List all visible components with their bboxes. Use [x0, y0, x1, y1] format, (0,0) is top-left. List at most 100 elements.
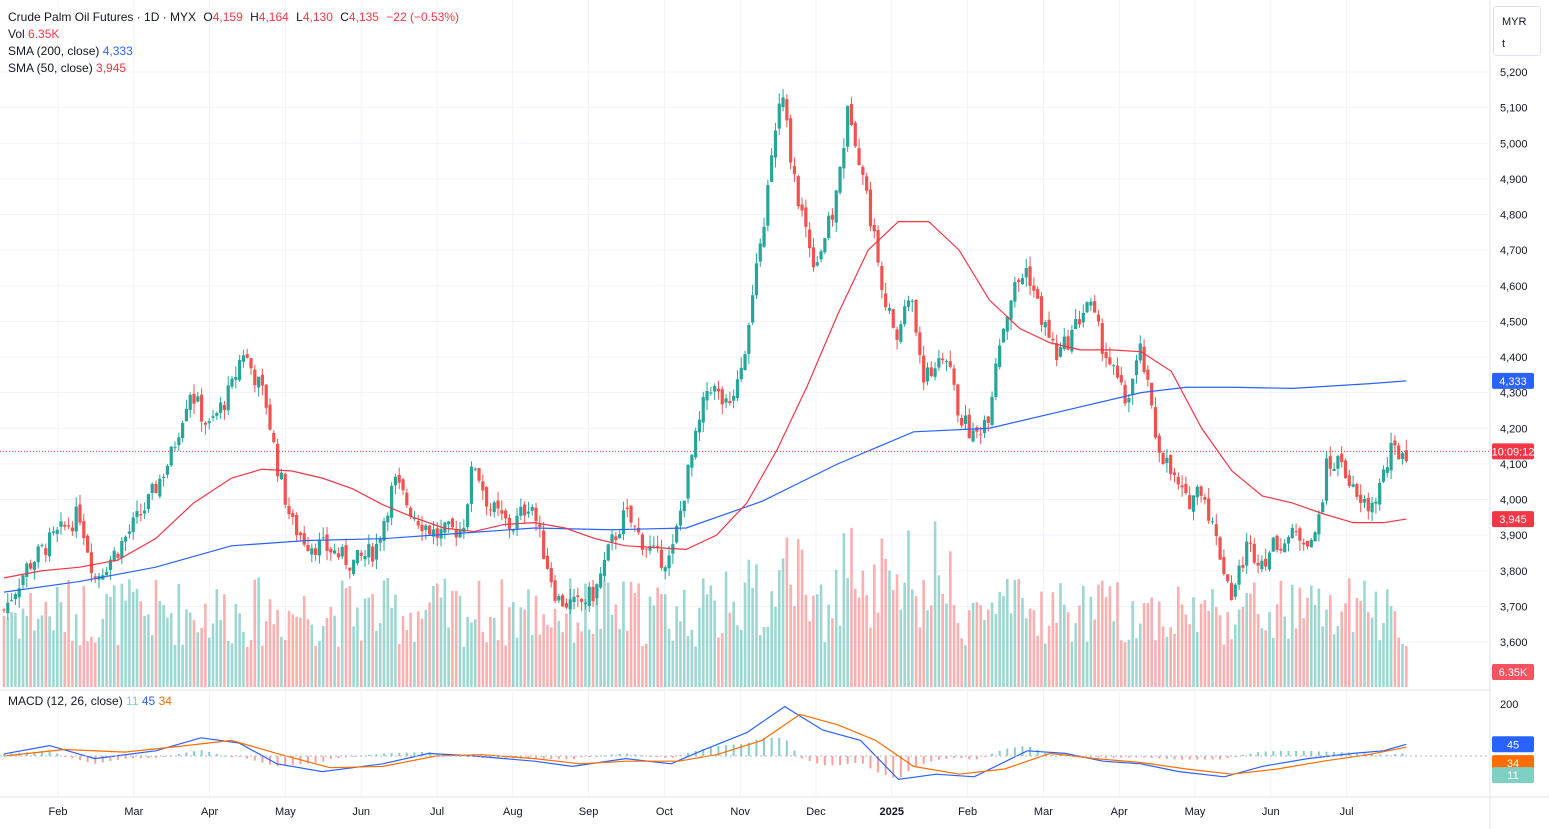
candle: [1222, 557, 1226, 575]
volume-bar: [413, 642, 416, 687]
candle: [1058, 347, 1063, 357]
candle: [659, 549, 664, 568]
candle: [542, 530, 546, 559]
candle: [846, 105, 850, 147]
candle: [260, 374, 265, 386]
volume-bar: [948, 551, 952, 687]
candle: [735, 379, 740, 399]
candle: [515, 515, 519, 529]
candle: [982, 419, 987, 434]
sma50-legend[interactable]: SMA (50, close) 3,945: [8, 60, 459, 77]
volume-bar: [97, 637, 101, 687]
macd-hist-bar: [345, 756, 348, 758]
macd-hist-bar: [983, 756, 986, 757]
candle: [1100, 323, 1104, 354]
candle: [1028, 266, 1032, 286]
macd-hist-bar: [770, 737, 773, 756]
x-tick-label: Jul: [1340, 806, 1354, 818]
candle: [1264, 558, 1268, 567]
candles: [2, 89, 1408, 620]
candle: [143, 510, 147, 514]
volume-bar: [1119, 640, 1123, 687]
macd-hist-bar: [124, 756, 127, 759]
volume-bar: [154, 579, 158, 687]
macd-legend[interactable]: MACD (12, 26, close) 11 45 34: [8, 694, 172, 708]
volume-bar: [1207, 610, 1210, 687]
candle: [374, 544, 379, 560]
sma200-legend[interactable]: SMA (200, close) 4,333: [8, 43, 459, 60]
macd-hist-bar: [428, 752, 431, 756]
symbol-label[interactable]: Crude Palm Oil Futures · 1D · MYX: [8, 10, 197, 24]
candle: [173, 446, 177, 448]
volume-bar: [211, 623, 215, 687]
macd-hist-bar: [86, 756, 89, 763]
macd-hist-bar: [1310, 751, 1313, 756]
candle: [1267, 552, 1272, 570]
hist-value-tag: 11: [1492, 767, 1534, 784]
volume-bar: [291, 614, 295, 687]
candle: [1237, 565, 1241, 585]
volume-bar: [633, 593, 637, 687]
candle: [1381, 469, 1386, 482]
candle: [606, 544, 610, 561]
volume-bar: [116, 644, 120, 687]
candle: [724, 398, 728, 403]
macd-hist-bar: [117, 756, 120, 760]
volume-bar: [147, 614, 150, 687]
candle: [944, 360, 949, 362]
volume-bar: [1093, 619, 1096, 687]
candle: [1127, 398, 1131, 403]
open-value: 4,159: [212, 10, 243, 24]
candle: [1241, 565, 1245, 568]
volume-bar: [899, 609, 903, 687]
macd-label: MACD (12, 26, close): [8, 694, 123, 708]
volume-bar: [523, 609, 526, 687]
candle: [1024, 268, 1028, 278]
volume-bar: [789, 584, 792, 687]
candle: [1252, 543, 1256, 563]
candle: [1005, 316, 1009, 332]
volume-bar: [378, 623, 382, 687]
volume-bar: [1401, 644, 1404, 687]
volume-bar: [181, 644, 184, 687]
volume-bar: [587, 629, 591, 687]
volume-bar: [162, 605, 165, 687]
macd-hist-bar: [390, 753, 393, 756]
volume-bar: [470, 622, 473, 687]
macd-tick-label: 200: [1500, 699, 1518, 711]
macd-hist-bar: [1051, 754, 1054, 756]
volume-bar: [1382, 623, 1385, 687]
macd-hist-bar: [1158, 756, 1161, 759]
open-label: O: [203, 10, 213, 24]
macd-hist-bar: [892, 756, 895, 778]
currency-unit-box[interactable]: MYR t: [1493, 6, 1541, 56]
volume-bar: [169, 613, 173, 687]
candle: [1172, 472, 1177, 476]
candle: [819, 251, 823, 260]
candle: [694, 430, 698, 458]
volume-bar: [629, 582, 633, 687]
candle: [1180, 485, 1184, 488]
candle: [511, 530, 515, 532]
macd-hist-bar: [1226, 756, 1229, 759]
candle: [116, 553, 120, 558]
macd-hist-bar: [1188, 756, 1191, 760]
candle: [530, 506, 534, 511]
volume-bar: [280, 636, 283, 687]
volume-bar: [1051, 592, 1055, 687]
volume-legend[interactable]: Vol 6.35K: [8, 26, 459, 43]
volume-bar: [663, 594, 667, 687]
candle: [914, 299, 918, 333]
volume-bar: [682, 590, 686, 687]
volume-bar: [1264, 630, 1267, 687]
macd-hist-bar: [71, 756, 74, 759]
volume-bar: [1131, 601, 1134, 687]
candle: [743, 354, 747, 371]
volume-bar: [1268, 611, 1271, 687]
candle: [492, 502, 496, 512]
macd-hist-bar: [960, 756, 963, 759]
volume-bar: [1078, 605, 1081, 687]
volume-bar: [580, 631, 583, 687]
macd-hist-bar: [1036, 749, 1039, 756]
